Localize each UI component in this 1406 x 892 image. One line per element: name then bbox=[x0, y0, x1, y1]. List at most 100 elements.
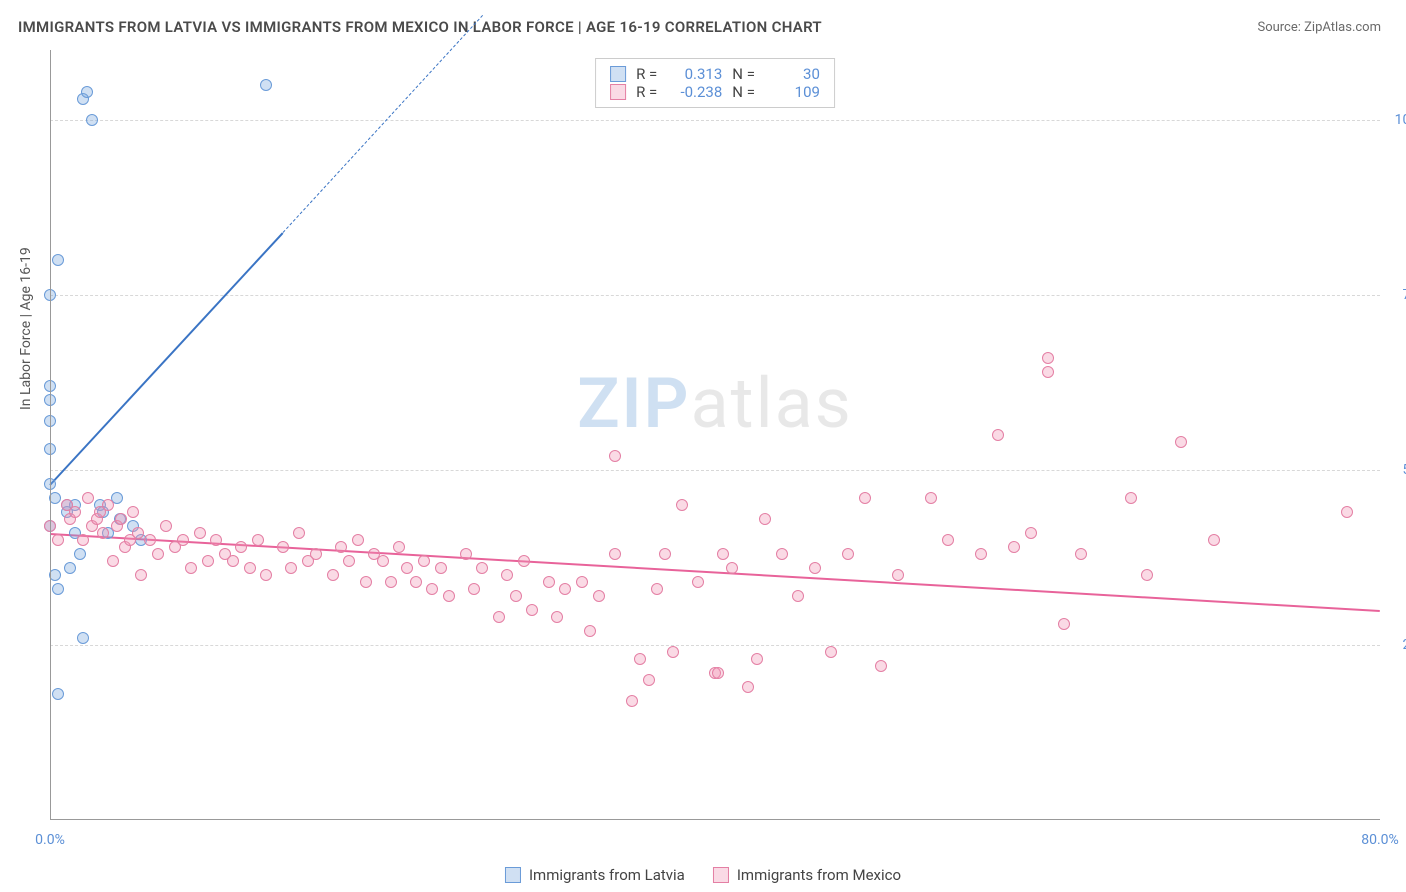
stats-swatch bbox=[610, 66, 626, 82]
scatter-point bbox=[609, 548, 621, 560]
scatter-point bbox=[1141, 569, 1153, 581]
scatter-point bbox=[1125, 492, 1137, 504]
scatter-point bbox=[1175, 436, 1187, 448]
scatter-point bbox=[385, 576, 397, 588]
scatter-point bbox=[667, 646, 679, 658]
scatter-point bbox=[643, 674, 655, 686]
legend-swatch bbox=[505, 867, 521, 883]
scatter-point bbox=[102, 499, 114, 511]
scatter-point bbox=[401, 562, 413, 574]
scatter-point bbox=[360, 576, 372, 588]
scatter-point bbox=[64, 562, 76, 574]
source-attribution: Source: ZipAtlas.com bbox=[1257, 20, 1381, 35]
scatter-point bbox=[107, 555, 119, 567]
scatter-point bbox=[77, 534, 89, 546]
scatter-point bbox=[751, 653, 763, 665]
x-tick-label: 80.0% bbox=[1361, 832, 1399, 848]
legend-swatch bbox=[713, 867, 729, 883]
scatter-point bbox=[74, 548, 86, 560]
scatter-point bbox=[468, 583, 480, 595]
legend-item: Immigrants from Latvia bbox=[505, 866, 685, 884]
scatter-point bbox=[576, 576, 588, 588]
scatter-point bbox=[493, 611, 505, 623]
scatter-point bbox=[443, 590, 455, 602]
scatter-point bbox=[97, 527, 109, 539]
y-axis-line bbox=[50, 50, 51, 820]
stats-row: R = -0.238 N = 109 bbox=[610, 83, 820, 101]
scatter-point bbox=[942, 534, 954, 546]
stats-row: R = 0.313 N = 30 bbox=[610, 65, 820, 83]
trend-line bbox=[49, 232, 283, 485]
stats-legend-box: R = 0.313 N = 30 R = -0.238 N = 109 bbox=[595, 58, 835, 108]
chart-title: IMMIGRANTS FROM LATVIA VS IMMIGRANTS FRO… bbox=[18, 18, 822, 36]
x-axis-line bbox=[50, 819, 1380, 820]
scatter-point bbox=[277, 541, 289, 553]
scatter-point bbox=[252, 534, 264, 546]
scatter-point bbox=[293, 527, 305, 539]
scatter-point bbox=[460, 548, 472, 560]
scatter-point bbox=[742, 681, 754, 693]
scatter-point bbox=[52, 583, 64, 595]
scatter-point bbox=[659, 548, 671, 560]
scatter-point bbox=[1208, 534, 1220, 546]
scatter-point bbox=[260, 569, 272, 581]
scatter-point bbox=[809, 562, 821, 574]
y-axis-label: In Labor Force | Age 16-19 bbox=[18, 247, 34, 410]
scatter-point bbox=[144, 534, 156, 546]
scatter-point bbox=[792, 590, 804, 602]
scatter-point bbox=[82, 492, 94, 504]
scatter-point bbox=[69, 506, 81, 518]
stats-r-value: -0.238 bbox=[667, 83, 722, 101]
scatter-point bbox=[410, 576, 422, 588]
scatter-point bbox=[86, 114, 98, 126]
scatter-point bbox=[135, 569, 147, 581]
scatter-point bbox=[609, 450, 621, 462]
scatter-point bbox=[227, 555, 239, 567]
scatter-point bbox=[859, 492, 871, 504]
scatter-point bbox=[551, 611, 563, 623]
scatter-point bbox=[127, 506, 139, 518]
scatter-point bbox=[692, 576, 704, 588]
scatter-point bbox=[712, 667, 724, 679]
scatter-point bbox=[1008, 541, 1020, 553]
stats-n-label: N = bbox=[732, 65, 755, 83]
y-tick-label: 25.0% bbox=[1402, 637, 1406, 653]
scatter-point bbox=[327, 569, 339, 581]
scatter-point bbox=[185, 562, 197, 574]
scatter-point bbox=[426, 583, 438, 595]
scatter-point bbox=[235, 541, 247, 553]
scatter-point bbox=[476, 562, 488, 574]
scatter-point bbox=[501, 569, 513, 581]
scatter-point bbox=[260, 79, 272, 91]
scatter-point bbox=[1075, 548, 1087, 560]
source-link[interactable]: ZipAtlas.com bbox=[1304, 20, 1381, 35]
bottom-legend: Immigrants from Latvia Immigrants from M… bbox=[505, 866, 901, 884]
scatter-point bbox=[825, 646, 837, 658]
stats-n-value: 109 bbox=[765, 83, 820, 101]
scatter-point bbox=[52, 534, 64, 546]
scatter-point bbox=[152, 548, 164, 560]
scatter-point bbox=[310, 548, 322, 560]
stats-swatch bbox=[610, 84, 626, 100]
scatter-point bbox=[584, 625, 596, 637]
scatter-point bbox=[81, 86, 93, 98]
scatter-point bbox=[892, 569, 904, 581]
scatter-point bbox=[526, 604, 538, 616]
scatter-point bbox=[1058, 618, 1070, 630]
scatter-point bbox=[132, 527, 144, 539]
stats-n-value: 30 bbox=[765, 65, 820, 83]
scatter-point bbox=[776, 548, 788, 560]
scatter-point bbox=[210, 534, 222, 546]
x-tick-label: 0.0% bbox=[35, 832, 65, 848]
scatter-point bbox=[975, 548, 987, 560]
scatter-point bbox=[160, 520, 172, 532]
scatter-point bbox=[244, 562, 256, 574]
scatter-point bbox=[992, 429, 1004, 441]
stats-n-label: N = bbox=[732, 83, 755, 101]
stats-r-value: 0.313 bbox=[667, 65, 722, 83]
legend-label: Immigrants from Mexico bbox=[737, 866, 901, 884]
scatter-point bbox=[717, 548, 729, 560]
scatter-point bbox=[1042, 366, 1054, 378]
y-tick-label: 100.0% bbox=[1395, 112, 1406, 128]
scatter-point bbox=[559, 583, 571, 595]
